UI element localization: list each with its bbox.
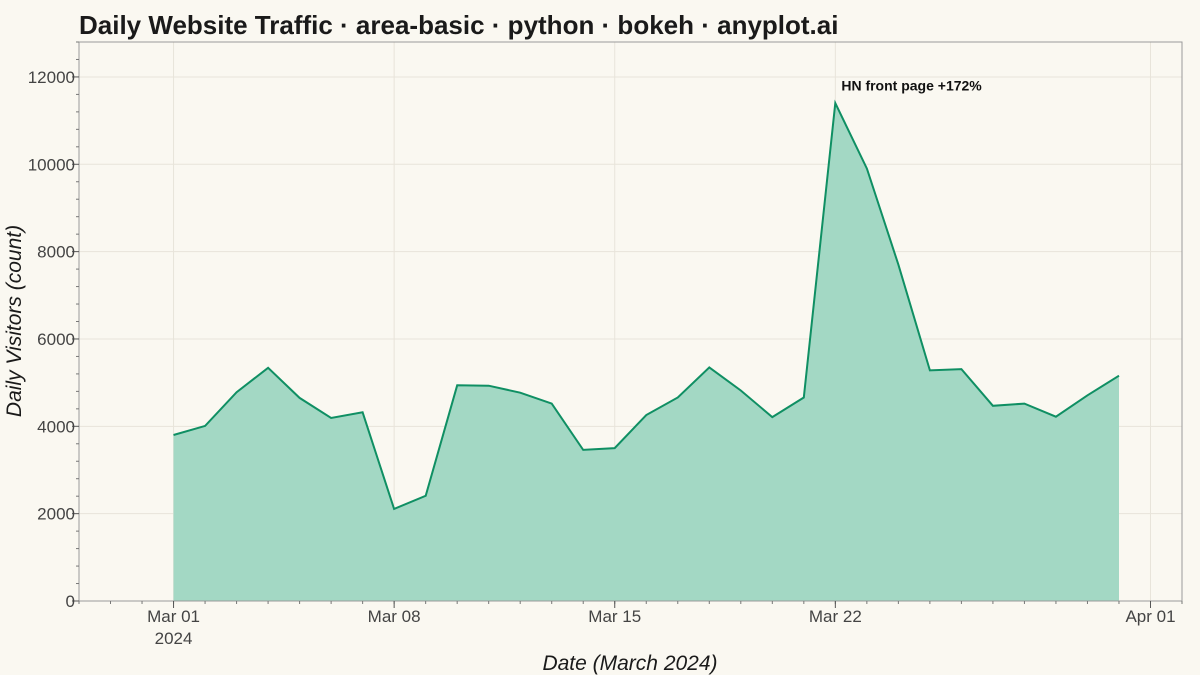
y-tick-label: 2000 [37, 505, 75, 524]
x-tick-label: Mar 08 [368, 607, 421, 626]
y-tick-label: 12000 [28, 68, 75, 87]
y-tick-label: 6000 [37, 330, 75, 349]
x-axis-label: Date (March 2024) [542, 652, 717, 675]
y-axis-label: Daily Visitors (count) [3, 225, 26, 417]
axes: 0 2000 4000 6000 8000 10000 12000 Mar 01 2024 Mar… [28, 41, 1183, 648]
y-tick-label: 8000 [37, 243, 75, 262]
x-tick-label: Mar 01 [147, 607, 200, 626]
y-tick-label: 4000 [37, 417, 75, 436]
y-tick-label: 10000 [28, 155, 75, 174]
x-tick-label: Mar 15 [588, 607, 641, 626]
x-tick-label: Apr 01 [1125, 607, 1175, 626]
chart-title: Daily Website Traffic · area-basic · pyt… [79, 10, 838, 40]
area-fill [173, 103, 1119, 601]
annotations: HN front page +172% [841, 78, 982, 94]
series-line [173, 99, 1120, 511]
x-tick-label: Mar 22 [809, 607, 862, 626]
x-tick-sublabel: 2024 [155, 629, 193, 648]
annotation-label: HN front page +172% [841, 78, 982, 94]
y-tick-label: 0 [66, 592, 75, 611]
